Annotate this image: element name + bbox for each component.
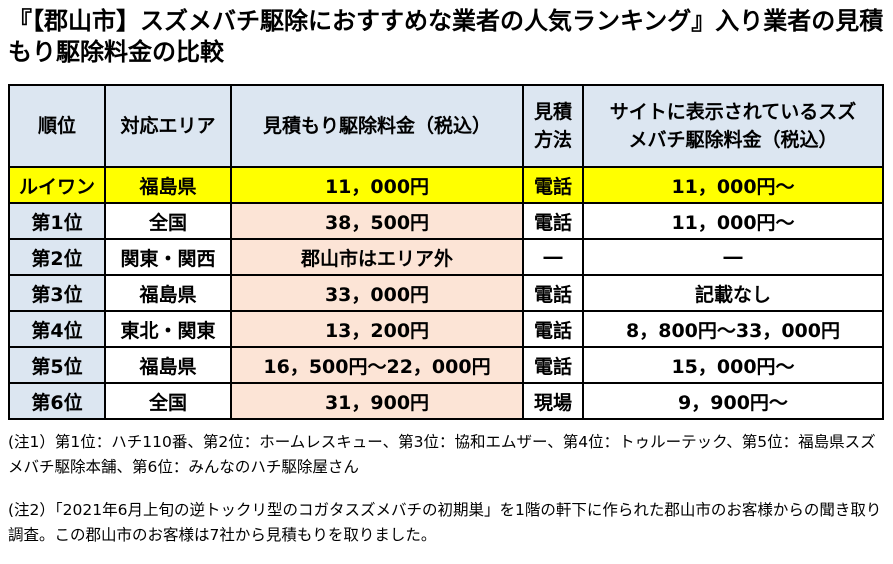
- rank-cell: ルイワン: [8, 166, 106, 204]
- site-price-cell: 15，000円～: [582, 346, 884, 384]
- method-cell: ―: [522, 238, 584, 276]
- footnote-survey: (注2）「2021年6月上旬の逆トックリ型のコガタスズメバチの初期巣」を1階の軒…: [8, 501, 882, 544]
- page-title: 『【郡山市】スズメバチ駆除におすすめな業者の人気ランキング』入り業者の見積もり駆…: [8, 7, 884, 66]
- area-cell: 全国: [104, 202, 232, 240]
- header-area: 対応エリア: [104, 84, 232, 168]
- estimate-cell: 38，500円: [230, 202, 524, 240]
- estimate-cell: 13，200円: [230, 310, 524, 348]
- estimate-cell: 郡山市はエリア外: [230, 238, 524, 276]
- site-price-cell: 記載なし: [582, 274, 884, 312]
- rank-cell: 第4位: [8, 310, 106, 348]
- site-price-cell: 8，800円～33，000円: [582, 310, 884, 348]
- estimate-cell: 31，900円: [230, 382, 524, 420]
- rank-cell: 第2位: [8, 238, 106, 276]
- header-site-price: サイトに表示されているスズメバチ駆除料金（税込）: [582, 84, 884, 168]
- table-row: 第2位 関東・関西 郡山市はエリア外 ― ―: [8, 238, 884, 276]
- estimate-cell: 11，000円: [230, 166, 524, 204]
- table-row: 第6位 全国 31，900円 現場 9，900円～: [8, 382, 884, 420]
- rank-cell: 第1位: [8, 202, 106, 240]
- site-price-cell: 11，000円～: [582, 166, 884, 204]
- method-cell: 電話: [522, 166, 584, 204]
- rank-cell: 第3位: [8, 274, 106, 312]
- table-row: 第4位 東北・関東 13，200円 電話 8，800円～33，000円: [8, 310, 884, 348]
- header-method: 見積方法: [522, 84, 584, 168]
- area-cell: 福島県: [104, 346, 232, 384]
- header-estimate: 見積もり駆除料金（税込）: [230, 84, 524, 168]
- rank-cell: 第5位: [8, 346, 106, 384]
- table-row: 第5位 福島県 16，500円～22，000円 電話 15，000円～: [8, 346, 884, 384]
- table-row-luiwan: ルイワン 福島県 11，000円 電話 11，000円～: [8, 166, 884, 204]
- rank-cell: 第6位: [8, 382, 106, 420]
- area-cell: 福島県: [104, 274, 232, 312]
- area-cell: 福島県: [104, 166, 232, 204]
- table-row: 第1位 全国 38，500円 電話 11，000円～: [8, 202, 884, 240]
- method-cell: 現場: [522, 382, 584, 420]
- area-cell: 東北・関東: [104, 310, 232, 348]
- table-row: 第3位 福島県 33，000円 電話 記載なし: [8, 274, 884, 312]
- header-rank: 順位: [8, 84, 106, 168]
- method-cell: 電話: [522, 202, 584, 240]
- site-price-cell: 11，000円～: [582, 202, 884, 240]
- estimate-cell: 16，500円～22，000円: [230, 346, 524, 384]
- method-cell: 電話: [522, 310, 584, 348]
- method-cell: 電話: [522, 346, 584, 384]
- site-price-cell: ―: [582, 238, 884, 276]
- method-cell: 電話: [522, 274, 584, 312]
- site-price-cell: 9，900円～: [582, 382, 884, 420]
- table-header-row: 順位 対応エリア 見積もり駆除料金（税込） 見積方法 サイトに表示されているスズ…: [8, 84, 884, 168]
- area-cell: 関東・関西: [104, 238, 232, 276]
- price-comparison-table: 順位 対応エリア 見積もり駆除料金（税込） 見積方法 サイトに表示されているスズ…: [8, 84, 884, 420]
- estimate-cell: 33，000円: [230, 274, 524, 312]
- footnote-companies: (注1）第1位：ハチ110番、第2位：ホームレスキュー、第3位：協和エムザー、第…: [8, 433, 876, 476]
- area-cell: 全国: [104, 382, 232, 420]
